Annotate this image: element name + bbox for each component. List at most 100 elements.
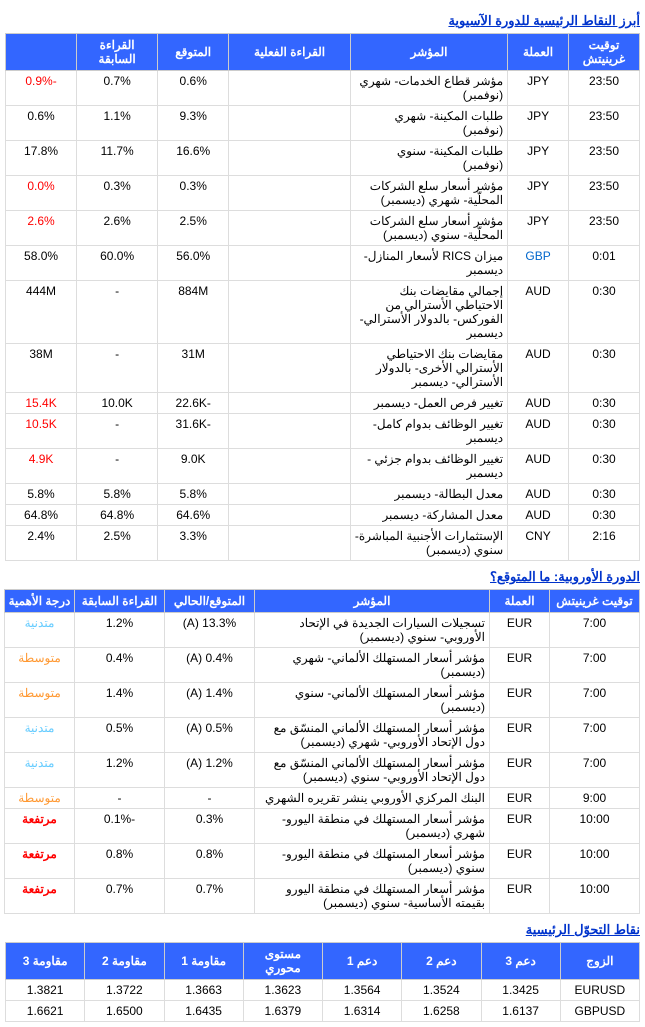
table-row: GBPUSD1.61371.62581.63141.63791.64351.65… <box>6 1001 640 1022</box>
cell: تغيير فرص العمل- ديسمبر <box>350 393 507 414</box>
cell: طلبات المكينة- سنوي (نوفمبر) <box>350 141 507 176</box>
cell: JPY <box>508 176 569 211</box>
col-header: دعم 1 <box>323 943 402 980</box>
cell: 884M <box>158 281 229 344</box>
cell: 0.3% <box>77 176 158 211</box>
col-header: توقيت غرينيتش <box>569 34 640 71</box>
cell: 1.2% (A) <box>165 753 255 788</box>
cell: EUR <box>490 809 550 844</box>
cell: مؤشر أسعار المستهلك في منطقة اليورو- شهر… <box>255 809 490 844</box>
cell: مرتفعة <box>5 879 75 914</box>
cell: AUD <box>508 393 569 414</box>
cell: 64.6% <box>158 505 229 526</box>
cell: 9.0K <box>158 449 229 484</box>
cell: 7:00 <box>550 718 640 753</box>
cell: 9:00 <box>550 788 640 809</box>
cell: 4.9K <box>6 449 77 484</box>
cell: 11.7% <box>77 141 158 176</box>
col-header <box>6 34 77 71</box>
cell: JPY <box>508 141 569 176</box>
cell: مرتفعة <box>5 844 75 879</box>
col-header: العملة <box>508 34 569 71</box>
table-row: 7:00EURمؤشر أسعار المستهلك الألماني المن… <box>5 718 640 753</box>
col-header: القراءة السابقة <box>75 590 165 613</box>
cell: متدنية <box>5 753 75 788</box>
table-row: 0:30AUDإجمالي مقايضات بنك الاحتياطي الأس… <box>6 281 640 344</box>
cell: EUR <box>490 718 550 753</box>
cell: 2.4% <box>6 526 77 561</box>
cell: 1.3663 <box>164 980 243 1001</box>
cell: - <box>77 414 158 449</box>
table-row: 0:01GBPميزان RICS لأسعار المنازل- ديسمبر… <box>6 246 640 281</box>
cell <box>229 344 351 393</box>
table-row: 10:00EURمؤشر أسعار المستهلك في منطقة الي… <box>5 844 640 879</box>
cell: 23:50 <box>569 106 640 141</box>
cell: 13.3% (A) <box>165 613 255 648</box>
col-header: الزوج <box>560 943 639 980</box>
cell: 444M <box>6 281 77 344</box>
cell: مؤشر أسعار المستهلك الألماني- شهري (ديسم… <box>255 648 490 683</box>
cell: 3.3% <box>158 526 229 561</box>
cell: معدل البطالة- ديسمبر <box>350 484 507 505</box>
cell: 0:01 <box>569 246 640 281</box>
cell: الإستثمارات الأجنبية المباشرة- سنوي (ديس… <box>350 526 507 561</box>
cell: 7:00 <box>550 753 640 788</box>
cell: 1.2% <box>75 613 165 648</box>
cell: 23:50 <box>569 211 640 246</box>
cell: 1.6258 <box>402 1001 481 1022</box>
asia-title: أبرز النقاط الرئيسية للدورة الآسيوية <box>5 13 640 29</box>
cell: 0:30 <box>569 281 640 344</box>
cell: متدنية <box>5 613 75 648</box>
table-row: 23:50JPYطلبات المكينة- سنوي (نوفمبر) 16.6… <box>6 141 640 176</box>
cell: - <box>77 344 158 393</box>
cell: AUD <box>508 414 569 449</box>
col-header: مقاومة 2 <box>85 943 164 980</box>
cell: 1.2% <box>75 753 165 788</box>
cell: ميزان RICS لأسعار المنازل- ديسمبر <box>350 246 507 281</box>
cell: 0:30 <box>569 414 640 449</box>
cell: 9.3% <box>158 106 229 141</box>
cell: CNY <box>508 526 569 561</box>
cell: مؤشر أسعار المستهلك الألماني المنسّق مع … <box>255 753 490 788</box>
cell: 1.6314 <box>323 1001 402 1022</box>
col-header: مقاومة 3 <box>6 943 85 980</box>
cell <box>229 281 351 344</box>
cell: 0.7% <box>165 879 255 914</box>
cell: 16.6% <box>158 141 229 176</box>
cell: 0.6% <box>6 106 77 141</box>
cell: AUD <box>508 484 569 505</box>
cell: 7:00 <box>550 613 640 648</box>
cell: 10:00 <box>550 809 640 844</box>
cell: EUR <box>490 844 550 879</box>
cell: 0.7% <box>75 879 165 914</box>
cell: 0.7% <box>77 71 158 106</box>
table-row: 23:50JPYطلبات المكينة- شهري (نوفمبر)9.3%… <box>6 106 640 141</box>
cell: متوسطة <box>5 648 75 683</box>
cell: مؤشر أسعار سلع الشركات المحلّية- سنوي (د… <box>350 211 507 246</box>
col-header: القراءة الفعلية <box>229 34 351 71</box>
cell <box>229 505 351 526</box>
cell: 17.8% <box>6 141 77 176</box>
cell: مؤشر أسعار المستهلك الألماني المنسّق مع … <box>255 718 490 753</box>
cell <box>229 211 351 246</box>
cell: 23:50 <box>569 141 640 176</box>
table-row: 10:00EURمؤشر أسعار المستهلك في منطقة الي… <box>5 809 640 844</box>
cell <box>229 526 351 561</box>
cell <box>229 393 351 414</box>
cell: 10:00 <box>550 879 640 914</box>
cell: AUD <box>508 449 569 484</box>
cell: 5.8% <box>77 484 158 505</box>
cell: 5.8% <box>6 484 77 505</box>
cell: -0.9% <box>6 71 77 106</box>
cell <box>229 449 351 484</box>
cell: تسجيلات السيارات الجديدة في الإتحاد الأو… <box>255 613 490 648</box>
cell: 0.4% <box>75 648 165 683</box>
cell: مؤشر قطاع الخدمات- شهري (نوفمبر) <box>350 71 507 106</box>
cell: تغيير الوظائف بدوام جزئي - ديسمبر <box>350 449 507 484</box>
cell: 7:00 <box>550 683 640 718</box>
cell: JPY <box>508 211 569 246</box>
table-row: 7:00EURمؤشر أسعار المستهلك الألماني- سنو… <box>5 683 640 718</box>
cell: 1.6379 <box>243 1001 322 1022</box>
cell: 1.6435 <box>164 1001 243 1022</box>
col-header: توقيت غرينيتش <box>550 590 640 613</box>
